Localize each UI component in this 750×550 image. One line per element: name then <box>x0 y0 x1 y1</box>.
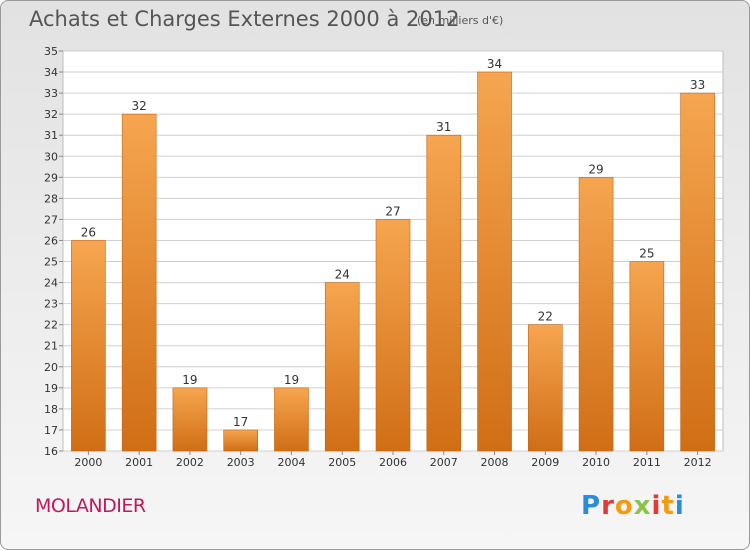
y-tick-label: 29 <box>44 171 58 184</box>
y-tick-label: 34 <box>44 66 58 79</box>
x-tick-label: 2011 <box>633 456 661 469</box>
x-tick-label: 2009 <box>531 456 559 469</box>
x-tick-label: 2000 <box>74 456 102 469</box>
bar <box>375 219 411 452</box>
bar <box>274 387 309 452</box>
bar-value-label: 27 <box>385 204 400 218</box>
x-tick-label: 2005 <box>328 456 356 469</box>
logo-letter: r <box>601 491 615 521</box>
y-tick-label: 19 <box>44 382 58 395</box>
bar-value-label: 24 <box>335 268 350 282</box>
y-tick-label: 25 <box>44 256 58 269</box>
bar <box>223 429 258 452</box>
bar-value-label: 34 <box>487 57 502 71</box>
x-tick-label: 2001 <box>125 456 153 469</box>
logo-letter: i <box>674 491 685 521</box>
logo-letter: P <box>581 491 602 521</box>
y-tick-label: 26 <box>44 234 58 247</box>
x-tick-label: 2007 <box>430 456 458 469</box>
x-tick-label: 2006 <box>379 456 407 469</box>
bar-value-label: 29 <box>588 162 603 176</box>
y-tick-label: 18 <box>44 403 58 416</box>
y-tick-label: 32 <box>44 108 58 121</box>
logo-letter: x <box>633 491 652 521</box>
y-tick-label: 33 <box>44 87 58 100</box>
bar <box>324 282 360 452</box>
y-tick-label: 17 <box>44 424 58 437</box>
x-tick-label: 2003 <box>227 456 255 469</box>
bar <box>121 113 157 452</box>
bar <box>477 71 512 452</box>
y-tick-label: 16 <box>44 445 58 458</box>
logo-letter: o <box>614 491 634 521</box>
logo-letter: i <box>651 491 662 521</box>
bar <box>680 92 715 452</box>
bar-value-label: 33 <box>690 78 705 92</box>
x-tick-label: 2002 <box>176 456 204 469</box>
bar <box>528 324 563 452</box>
x-tick-label: 2012 <box>684 456 712 469</box>
y-tick-label: 35 <box>44 45 58 58</box>
commune-name: MOLANDIER <box>35 495 146 517</box>
bar-value-label: 25 <box>639 247 654 261</box>
bar-value-label: 22 <box>538 310 553 324</box>
y-tick-label: 27 <box>44 213 58 226</box>
bar <box>172 387 208 452</box>
chart-subtitle: (en milliers d'€) <box>417 14 504 27</box>
y-tick-label: 24 <box>44 277 58 290</box>
bar-value-label: 26 <box>81 225 96 239</box>
proxiti-logo: Proxiti <box>581 491 685 521</box>
x-tick-label: 2004 <box>277 456 305 469</box>
y-tick-label: 31 <box>44 129 58 142</box>
logo-letter: t <box>661 491 675 521</box>
chart-title: Achats et Charges Externes 2000 à 2012 <box>29 7 460 31</box>
bar-value-label: 17 <box>233 415 248 429</box>
bar <box>578 177 614 452</box>
y-tick-label: 28 <box>44 192 58 205</box>
y-tick-label: 23 <box>44 298 58 311</box>
y-tick-label: 21 <box>44 340 58 353</box>
x-tick-label: 2008 <box>481 456 509 469</box>
bar <box>71 240 106 452</box>
bar <box>629 261 665 452</box>
bar-value-label: 31 <box>436 120 451 134</box>
x-tick-label: 2010 <box>582 456 610 469</box>
y-tick-label: 30 <box>44 150 58 163</box>
bar-value-label: 19 <box>182 373 197 387</box>
bar-value-label: 32 <box>132 99 147 113</box>
y-tick-label: 22 <box>44 319 58 332</box>
bar <box>426 134 462 452</box>
y-tick-label: 20 <box>44 361 58 374</box>
bar-value-label: 19 <box>284 373 299 387</box>
